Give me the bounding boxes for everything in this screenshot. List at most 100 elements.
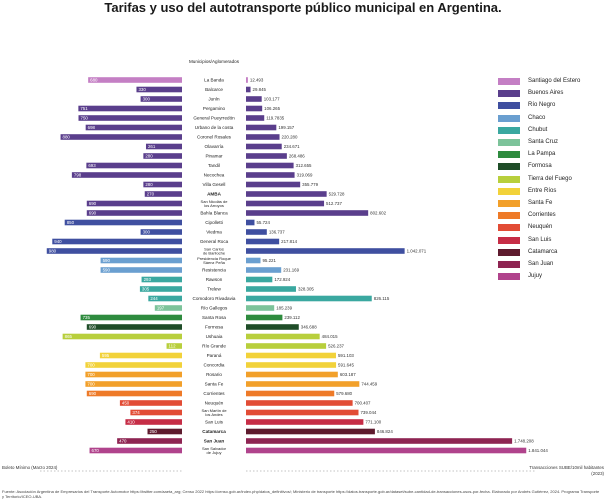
fare-label: 470 (119, 439, 127, 444)
category-label: Tandil (208, 163, 220, 168)
legend-label: Entre Ríos (528, 187, 557, 194)
fare-bar (125, 419, 182, 425)
fare-label: 450 (122, 401, 130, 406)
legend-item: San Luis (498, 235, 604, 246)
transactions-bar (246, 257, 261, 264)
category-label: Sáenz Peña (203, 260, 226, 265)
fare-bar (145, 143, 182, 150)
transactions-label: 591.103 (338, 353, 354, 358)
legend-swatch (498, 224, 520, 232)
category-label: Pinamar (205, 154, 223, 159)
transactions-bar (246, 400, 353, 406)
fare-label: 300 (143, 97, 151, 102)
fare-label: 980 (49, 249, 57, 254)
category-label: los Andes (205, 412, 222, 417)
transactions-label: 234.671 (284, 144, 300, 149)
legend-item: Santa Fe (498, 198, 604, 209)
transactions-bar (246, 324, 299, 330)
category-label: San Salvador (202, 446, 227, 451)
category-label: AMBA (207, 192, 221, 197)
fare-label: 698 (88, 125, 96, 130)
transactions-label: 231.169 (283, 268, 299, 273)
transactions-label: 119.7835 (266, 116, 285, 121)
transactions-label: 1.841.044 (528, 448, 548, 453)
transactions-bar (246, 191, 327, 197)
transactions-bar (246, 371, 338, 378)
category-label: Balcarce (205, 87, 223, 92)
fare-bar (130, 409, 182, 416)
transactions-label: 199.157 (278, 125, 294, 130)
fare-bar (88, 77, 182, 83)
fare-label: 244 (150, 296, 158, 301)
fare-bar (62, 333, 182, 340)
category-label: Coronel Rosales (197, 135, 232, 140)
fare-bar (140, 96, 182, 102)
fare-bar (117, 438, 182, 444)
right-axis-label: Transacciones SUBE/10mil habitantes (202… (529, 465, 604, 476)
category-label: San Luis (205, 420, 224, 425)
transactions-label: 106.265 (264, 106, 280, 111)
category-label: Viedma (206, 230, 222, 235)
transactions-label: 55.724 (256, 220, 270, 225)
transactions-label: 136.737 (269, 230, 285, 235)
transactions-label: 12.493 (250, 78, 264, 83)
category-label: Cipolletti (205, 220, 223, 225)
category-label: Santa Rosa (202, 315, 226, 320)
transactions-label: 1.042.071 (407, 249, 427, 254)
category-label: Río Grande (202, 344, 226, 349)
category-label: de Bariloche (203, 251, 226, 256)
category-label: Necochea (204, 173, 225, 178)
legend-swatch (498, 187, 520, 195)
transactions-label: 771.100 (365, 420, 381, 425)
legend-item: Catamarca (498, 247, 604, 258)
fare-label: 590 (103, 258, 111, 263)
legend-swatch (498, 90, 520, 98)
transactions-bar (246, 314, 283, 321)
category-label: Bahía Blanca (200, 211, 228, 216)
transactions-label: 700.407 (355, 401, 371, 406)
legend-item: Chaco (498, 113, 604, 124)
fare-label: 850 (67, 220, 75, 225)
category-label: Presidencia Roque (197, 256, 232, 261)
transactions-bar (246, 86, 251, 93)
transactions-bar (246, 409, 359, 416)
transactions-bar (246, 286, 296, 292)
fare-bar (139, 286, 182, 292)
fare-bar (71, 172, 182, 178)
legend-label: Tierra del Fuego (528, 175, 572, 182)
transactions-bar (246, 143, 282, 150)
fare-bar (85, 124, 182, 131)
legend-label: Río Negro (528, 102, 556, 109)
fare-bar (141, 276, 182, 283)
transactions-label: 591.645 (338, 363, 354, 368)
fare-label: 680 (90, 78, 98, 83)
fare-bar (86, 210, 182, 216)
fare-bar (140, 229, 182, 235)
fare-label: 880 (63, 135, 71, 140)
fare-bar (86, 390, 182, 397)
category-label: Santa Fe (205, 382, 224, 387)
transactions-label: 239.112 (284, 315, 300, 320)
fare-label: 670 (92, 448, 100, 453)
category-label: Concordia (204, 363, 225, 368)
transactions-bar (246, 238, 280, 245)
transactions-label: 220.280 (282, 135, 298, 140)
transactions-bar (246, 362, 337, 368)
legend-swatch (498, 236, 520, 244)
fare-bar (154, 305, 182, 311)
fare-bar (80, 314, 182, 321)
transactions-bar (246, 390, 335, 397)
legend-swatch (498, 78, 520, 85)
transactions-bar (246, 305, 275, 311)
legend-label: Chaco (528, 114, 546, 121)
fare-bar (147, 428, 182, 435)
fare-label: 690 (89, 391, 97, 396)
transactions-label: 29.845 (253, 87, 267, 92)
legend-item: Neuquén (498, 222, 604, 233)
category-label: Junín (208, 97, 220, 102)
transactions-bar (246, 419, 364, 425)
fare-label: 690 (89, 325, 97, 330)
fare-bar (100, 257, 182, 264)
transactions-label: 328.305 (298, 287, 314, 292)
category-label: Corrientes (203, 391, 225, 396)
